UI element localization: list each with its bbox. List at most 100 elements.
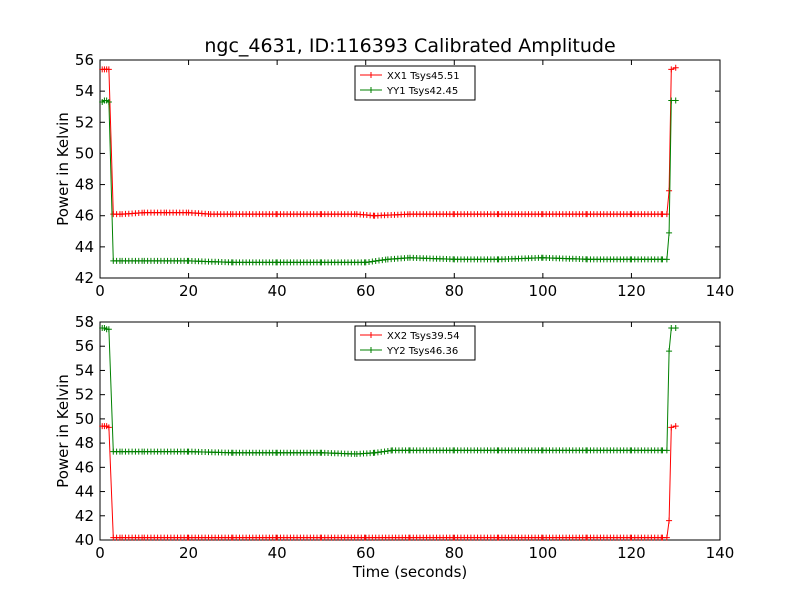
data-point	[404, 211, 411, 218]
x-tick-label: 80	[445, 544, 464, 562]
data-point	[183, 209, 190, 216]
data-point	[139, 534, 146, 541]
data-point	[116, 211, 123, 218]
data-point	[668, 66, 675, 73]
data-point	[663, 211, 670, 218]
data-point	[672, 64, 679, 71]
x-tick-label: 80	[445, 282, 464, 300]
legend-box	[354, 325, 476, 361]
data-point	[161, 209, 168, 216]
data-point	[370, 449, 377, 456]
data-point	[227, 211, 234, 218]
x-tick-label: 100	[529, 282, 558, 300]
data-point	[658, 447, 665, 454]
x-tick-label: 20	[179, 544, 198, 562]
y-tick-label: 54	[75, 361, 94, 379]
data-point	[672, 97, 679, 104]
x-tick-label: 60	[356, 544, 375, 562]
legend-marker	[368, 347, 374, 353]
y-tick-label: 42	[75, 269, 94, 287]
chart-panel-1: ngc_4631, ID:116393 Calibrated Amplitude…	[54, 35, 734, 300]
y-tick-label: 44	[75, 238, 94, 256]
series-line	[102, 425, 676, 539]
y-tick-label: 58	[75, 313, 94, 331]
legend-entry: YY2 Tsys46.36	[386, 346, 458, 357]
data-point	[139, 209, 146, 216]
chart-title: ngc_4631, ID:116393 Calibrated Amplitude	[204, 35, 615, 57]
data-point	[663, 447, 670, 454]
legend-marker	[368, 87, 374, 93]
series-2	[99, 97, 679, 266]
legend-entry: YY1 Tsys42.45	[386, 86, 458, 97]
data-point	[663, 256, 670, 263]
y-tick-label: 44	[75, 483, 94, 501]
y-tick-label: 50	[75, 144, 94, 162]
y-tick-label: 46	[75, 207, 94, 225]
data-point	[205, 211, 212, 218]
data-point	[116, 534, 123, 541]
data-point	[351, 450, 358, 457]
x-tick-label: 60	[356, 282, 375, 300]
chart-panel-2: 0 20 40 60 80 100 120 140 40 42 44 46 48 50 52 54 56 58 Po…	[54, 313, 734, 581]
data-point	[105, 424, 112, 431]
y-tick-label: 46	[75, 458, 94, 476]
data-point	[116, 448, 123, 455]
x-tick-label: 40	[268, 544, 287, 562]
data-point	[382, 256, 389, 263]
y-tick-label: 56	[75, 51, 94, 69]
data-point	[351, 211, 358, 218]
y-tick-label: 48	[75, 434, 94, 452]
data-point	[658, 211, 665, 218]
y-tick-label: 54	[75, 82, 94, 100]
data-point	[116, 257, 123, 264]
data-point	[139, 448, 146, 455]
legend-entry: XX1 Tsys45.51	[387, 71, 460, 82]
data-point	[658, 256, 665, 263]
legend: XX2 Tsys39.54 YY2 Tsys46.36	[354, 325, 476, 361]
data-point	[658, 534, 665, 541]
y-tick-label: 40	[75, 531, 94, 549]
legend-box	[354, 65, 476, 101]
y-tick-label: 52	[75, 113, 94, 131]
x-tick-label: 100	[529, 544, 558, 562]
data-point	[668, 424, 675, 431]
x-tick-label: 120	[617, 282, 646, 300]
plot-frame	[99, 59, 721, 279]
legend-entry: XX2 Tsys39.54	[387, 331, 460, 342]
data-point	[105, 326, 112, 333]
data-point	[105, 66, 112, 73]
legend: XX1 Tsys45.51 YY1 Tsys42.45	[354, 65, 476, 101]
data-point	[105, 99, 112, 106]
data-point	[666, 348, 673, 355]
series-line	[101, 100, 676, 263]
data-point	[663, 534, 670, 541]
data-point	[666, 187, 673, 194]
data-point	[139, 257, 146, 264]
y-tick-label: 50	[75, 410, 94, 428]
x-tick-label: 140	[706, 282, 735, 300]
y-tick-label: 48	[75, 176, 94, 194]
data-point	[672, 325, 679, 332]
data-point	[666, 517, 673, 524]
y-tick-label: 52	[75, 386, 94, 404]
data-point	[404, 254, 411, 261]
data-point	[666, 229, 673, 236]
x-tick-label: 120	[617, 544, 646, 562]
y-tick-label: 42	[75, 507, 94, 525]
x-axis-label: Time (seconds)	[352, 563, 468, 581]
data-point	[672, 423, 679, 430]
x-tick-label: 140	[706, 544, 735, 562]
y-axis-label: Power in Kelvin	[54, 112, 72, 226]
series-1	[99, 423, 679, 541]
x-tick-label: 0	[95, 544, 105, 562]
legend-marker	[368, 332, 374, 338]
x-tick-label: 20	[179, 282, 198, 300]
series-2	[99, 325, 679, 458]
legend-marker	[368, 72, 374, 78]
y-tick-label: 56	[75, 337, 94, 355]
series-1	[99, 64, 679, 219]
x-tick-label: 0	[95, 282, 105, 300]
y-axis-label: Power in Kelvin	[54, 374, 72, 488]
x-tick-label: 40	[268, 282, 287, 300]
